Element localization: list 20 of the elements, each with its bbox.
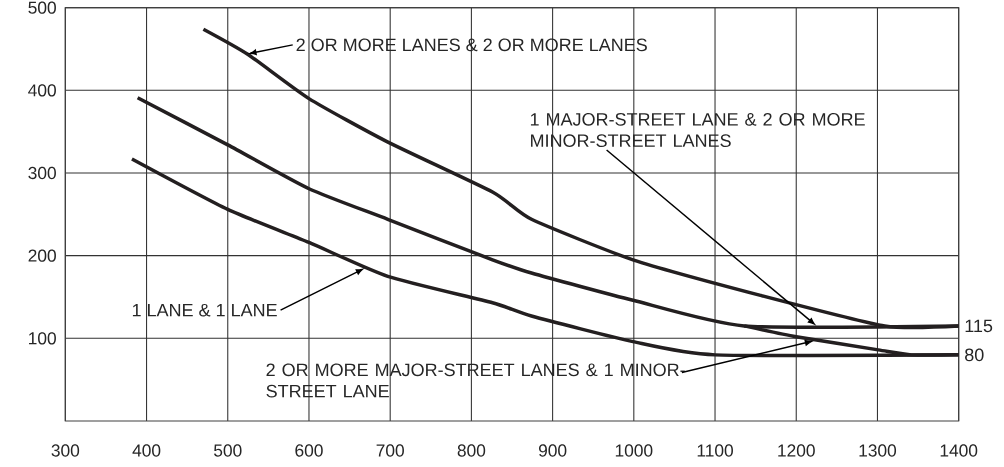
annotation: 115 [965, 319, 993, 333]
annotation: 80 [965, 348, 984, 362]
y-tick-label: 200 [28, 249, 56, 262]
y-tick-label: 500 [28, 1, 56, 14]
annotation: 1 LANE & 1 LANE [132, 303, 277, 317]
y-tick-label: 100 [29, 332, 56, 345]
x-tick-label: 1200 [778, 444, 815, 457]
x-tick-label: 300 [51, 444, 80, 457]
x-tick-label: 800 [457, 444, 486, 457]
x-tick-label: 1100 [697, 444, 733, 457]
x-tick-label: 400 [132, 444, 161, 457]
y-tick-label: 400 [28, 84, 56, 97]
x-tick-label: 900 [538, 444, 567, 457]
x-tick-label: 700 [376, 444, 404, 457]
x-tick-label: 600 [295, 444, 323, 457]
x-tick-label: 1300 [859, 444, 897, 457]
x-tick-label: 1400 [940, 444, 978, 457]
x-tick-label: 1000 [615, 444, 653, 457]
y-tick-label: 300 [28, 166, 56, 180]
x-tick-label: 500 [214, 444, 242, 457]
